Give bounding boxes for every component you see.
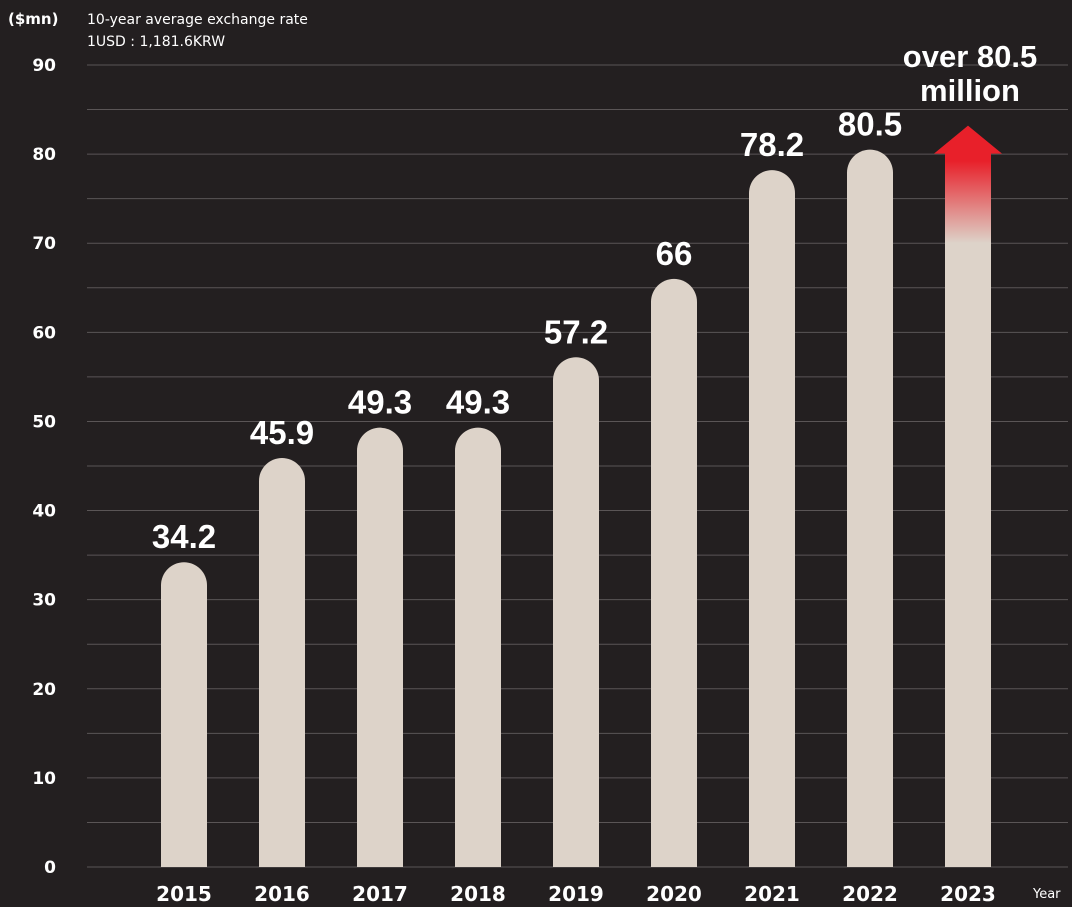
data-label: 57.2 [544,313,608,350]
bar-2021 [749,170,795,867]
x-tick-label: 2015 [156,882,212,906]
y-tick-label: 60 [32,323,56,343]
data-label: 34.2 [152,518,216,555]
y-tick-label: 0 [44,858,56,878]
projection-label: over 80.5 [903,39,1037,74]
data-label: 45.9 [250,414,314,451]
unit-label: ($mn) [8,10,58,28]
x-axis-title: Year [1032,887,1061,902]
bar-2020 [651,278,697,867]
bar-2015 [161,562,207,867]
x-tick-label: 2016 [254,882,310,906]
y-axis: 0 10 20 30 40 50 60 70 80 90 [32,56,56,878]
x-axis: 2015 2016 2017 2018 2019 2020 2021 2022 2023 [156,882,996,906]
grid-lines [87,64,1068,868]
x-tick-label: 2019 [548,882,604,906]
bar-2023 [945,149,991,868]
y-tick-label: 90 [32,56,56,76]
data-label: 80.5 [838,106,902,143]
bars [161,125,1002,868]
note-line-1: 10-year average exchange rate [87,12,308,28]
y-tick-label: 70 [32,234,56,254]
x-tick-label: 2023 [940,882,996,906]
y-tick-label: 30 [32,591,56,611]
bar-2017 [357,427,404,867]
x-tick-label: 2020 [646,882,702,906]
y-tick-label: 40 [32,502,56,522]
y-tick-label: 80 [32,145,56,165]
note-line-2: 1USD : 1,181.6KRW [87,34,225,50]
bar-2018 [455,427,501,867]
x-tick-label: 2017 [352,882,408,906]
y-tick-label: 50 [32,412,56,432]
data-label: 49.3 [446,384,510,421]
y-tick-label: 20 [32,680,56,700]
bar-2016 [259,457,305,867]
data-label: 49.3 [348,384,412,421]
x-tick-label: 2022 [842,882,898,906]
data-label: 66 [656,235,693,272]
x-tick-label: 2018 [450,882,506,906]
bar-2019 [553,357,599,867]
y-tick-label: 10 [32,769,56,789]
data-label: 78.2 [740,126,804,163]
x-tick-label: 2021 [744,882,800,906]
projection-arrow-icon [934,125,1002,244]
projection-label: million [920,73,1020,108]
bar-2022 [847,149,893,868]
